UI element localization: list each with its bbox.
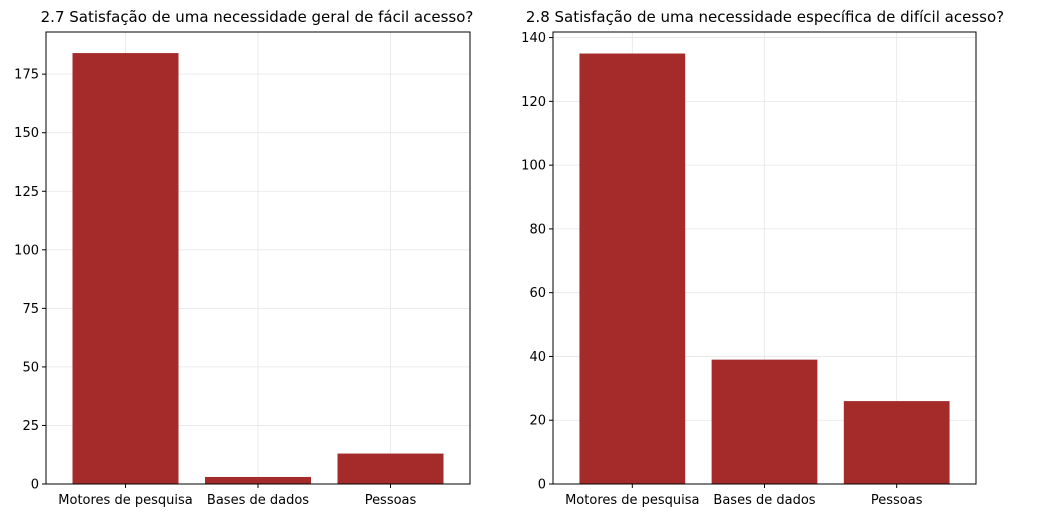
x-tick-label: Pessoas — [365, 493, 417, 508]
y-tick-label: 175 — [14, 68, 39, 83]
y-tick-label: 0 — [31, 478, 39, 493]
bar — [337, 453, 444, 484]
y-axis: 0 25 50 75 100 125 150 175 — [14, 68, 46, 493]
y-tick-label: 100 — [521, 159, 546, 174]
x-tick-label: Bases de dados — [713, 493, 815, 508]
x-tick-label: Motores de pesquisa — [58, 493, 192, 508]
y-tick-label: 20 — [529, 414, 546, 429]
x-axis: Motores de pesquisa Bases de dados Pessoas — [565, 484, 923, 508]
y-tick-label: 50 — [22, 360, 39, 375]
y-tick-label: 120 — [521, 95, 546, 110]
y-tick-label: 0 — [538, 478, 546, 493]
y-tick-label: 25 — [22, 419, 39, 434]
bar — [843, 401, 950, 484]
bar — [711, 359, 818, 484]
x-tick-label: Bases de dados — [207, 493, 309, 508]
y-tick-label: 40 — [529, 350, 546, 365]
y-tick-label: 80 — [529, 222, 546, 237]
x-axis: Motores de pesquisa Bases de dados Pessoas — [58, 484, 417, 508]
chart-panel-general-access: 2.7 Satisfação de uma necessidade geral … — [14, 8, 473, 508]
x-tick-label: Motores de pesquisa — [565, 493, 699, 508]
y-tick-label: 100 — [14, 243, 39, 258]
bar-series — [72, 53, 444, 484]
y-axis: 0 20 40 60 80 100 120 140 — [521, 31, 553, 493]
bar — [72, 53, 179, 484]
bar — [579, 53, 686, 485]
chart-title: 2.7 Satisfação de uma necessidade geral … — [41, 8, 474, 26]
bar — [205, 476, 311, 484]
x-tick-label: Pessoas — [871, 493, 923, 508]
bar-series — [579, 53, 950, 485]
chart-title: 2.8 Satisfação de uma necessidade especí… — [526, 8, 1004, 26]
chart-panel-specific-access: 2.8 Satisfação de uma necessidade especí… — [521, 8, 1004, 508]
y-tick-label: 140 — [521, 31, 546, 46]
y-tick-label: 60 — [529, 286, 546, 301]
y-tick-label: 150 — [14, 126, 39, 141]
y-tick-label: 75 — [22, 302, 39, 317]
y-tick-label: 125 — [14, 185, 39, 200]
